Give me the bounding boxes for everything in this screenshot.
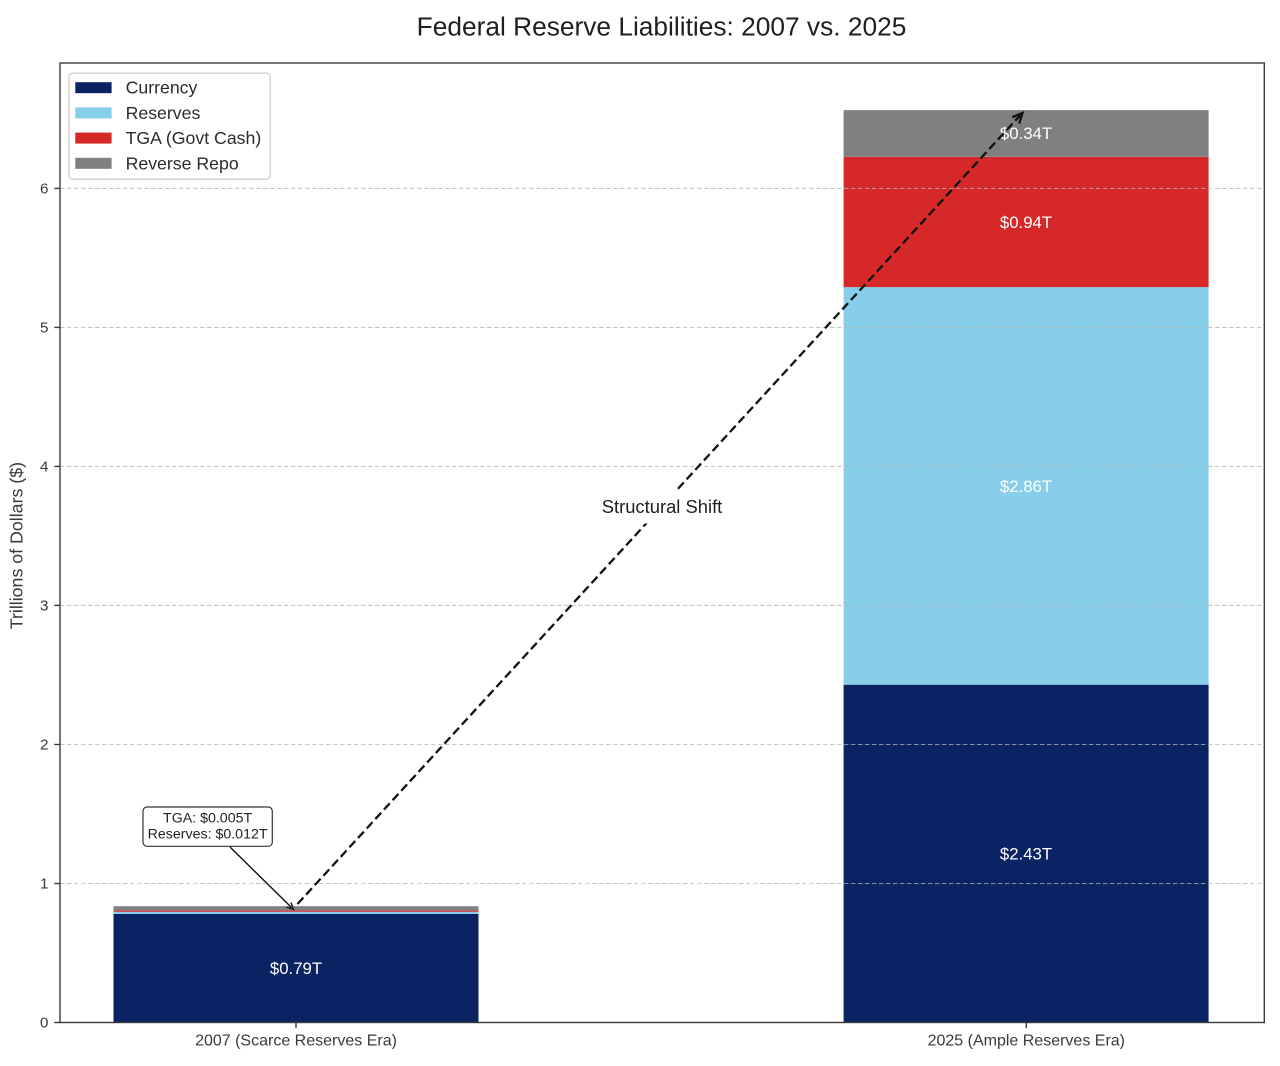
svg-text:2: 2 bbox=[40, 737, 48, 754]
svg-text:4: 4 bbox=[40, 459, 48, 476]
svg-text:6: 6 bbox=[40, 181, 48, 198]
svg-text:2007 (Scarce Reserves Era): 2007 (Scarce Reserves Era) bbox=[195, 1033, 397, 1050]
svg-text:0: 0 bbox=[40, 1015, 48, 1032]
svg-text:$0.94T: $0.94T bbox=[1000, 213, 1052, 232]
svg-text:Reserves: $0.012T: Reserves: $0.012T bbox=[148, 826, 268, 842]
svg-text:Trillions of Dollars ($): Trillions of Dollars ($) bbox=[7, 462, 27, 629]
svg-text:TGA: $0.005T: TGA: $0.005T bbox=[163, 810, 252, 826]
svg-text:Federal Reserve Liabilities: 2: Federal Reserve Liabilities: 2007 vs. 20… bbox=[417, 12, 907, 42]
svg-text:1: 1 bbox=[40, 876, 48, 893]
svg-text:Reserves: Reserves bbox=[126, 103, 201, 123]
svg-text:Currency: Currency bbox=[126, 78, 198, 98]
svg-text:Reverse Repo: Reverse Repo bbox=[126, 153, 239, 173]
svg-text:$0.34T: $0.34T bbox=[1000, 124, 1052, 143]
svg-text:TGA (Govt Cash): TGA (Govt Cash) bbox=[126, 128, 262, 148]
svg-text:2025 (Ample Reserves Era): 2025 (Ample Reserves Era) bbox=[928, 1033, 1125, 1050]
svg-text:3: 3 bbox=[40, 598, 48, 615]
svg-text:$2.86T: $2.86T bbox=[1000, 477, 1052, 496]
svg-text:$0.79T: $0.79T bbox=[270, 959, 322, 978]
svg-text:5: 5 bbox=[40, 320, 48, 337]
svg-text:$2.43T: $2.43T bbox=[1000, 845, 1052, 864]
svg-text:Structural Shift: Structural Shift bbox=[602, 496, 723, 517]
